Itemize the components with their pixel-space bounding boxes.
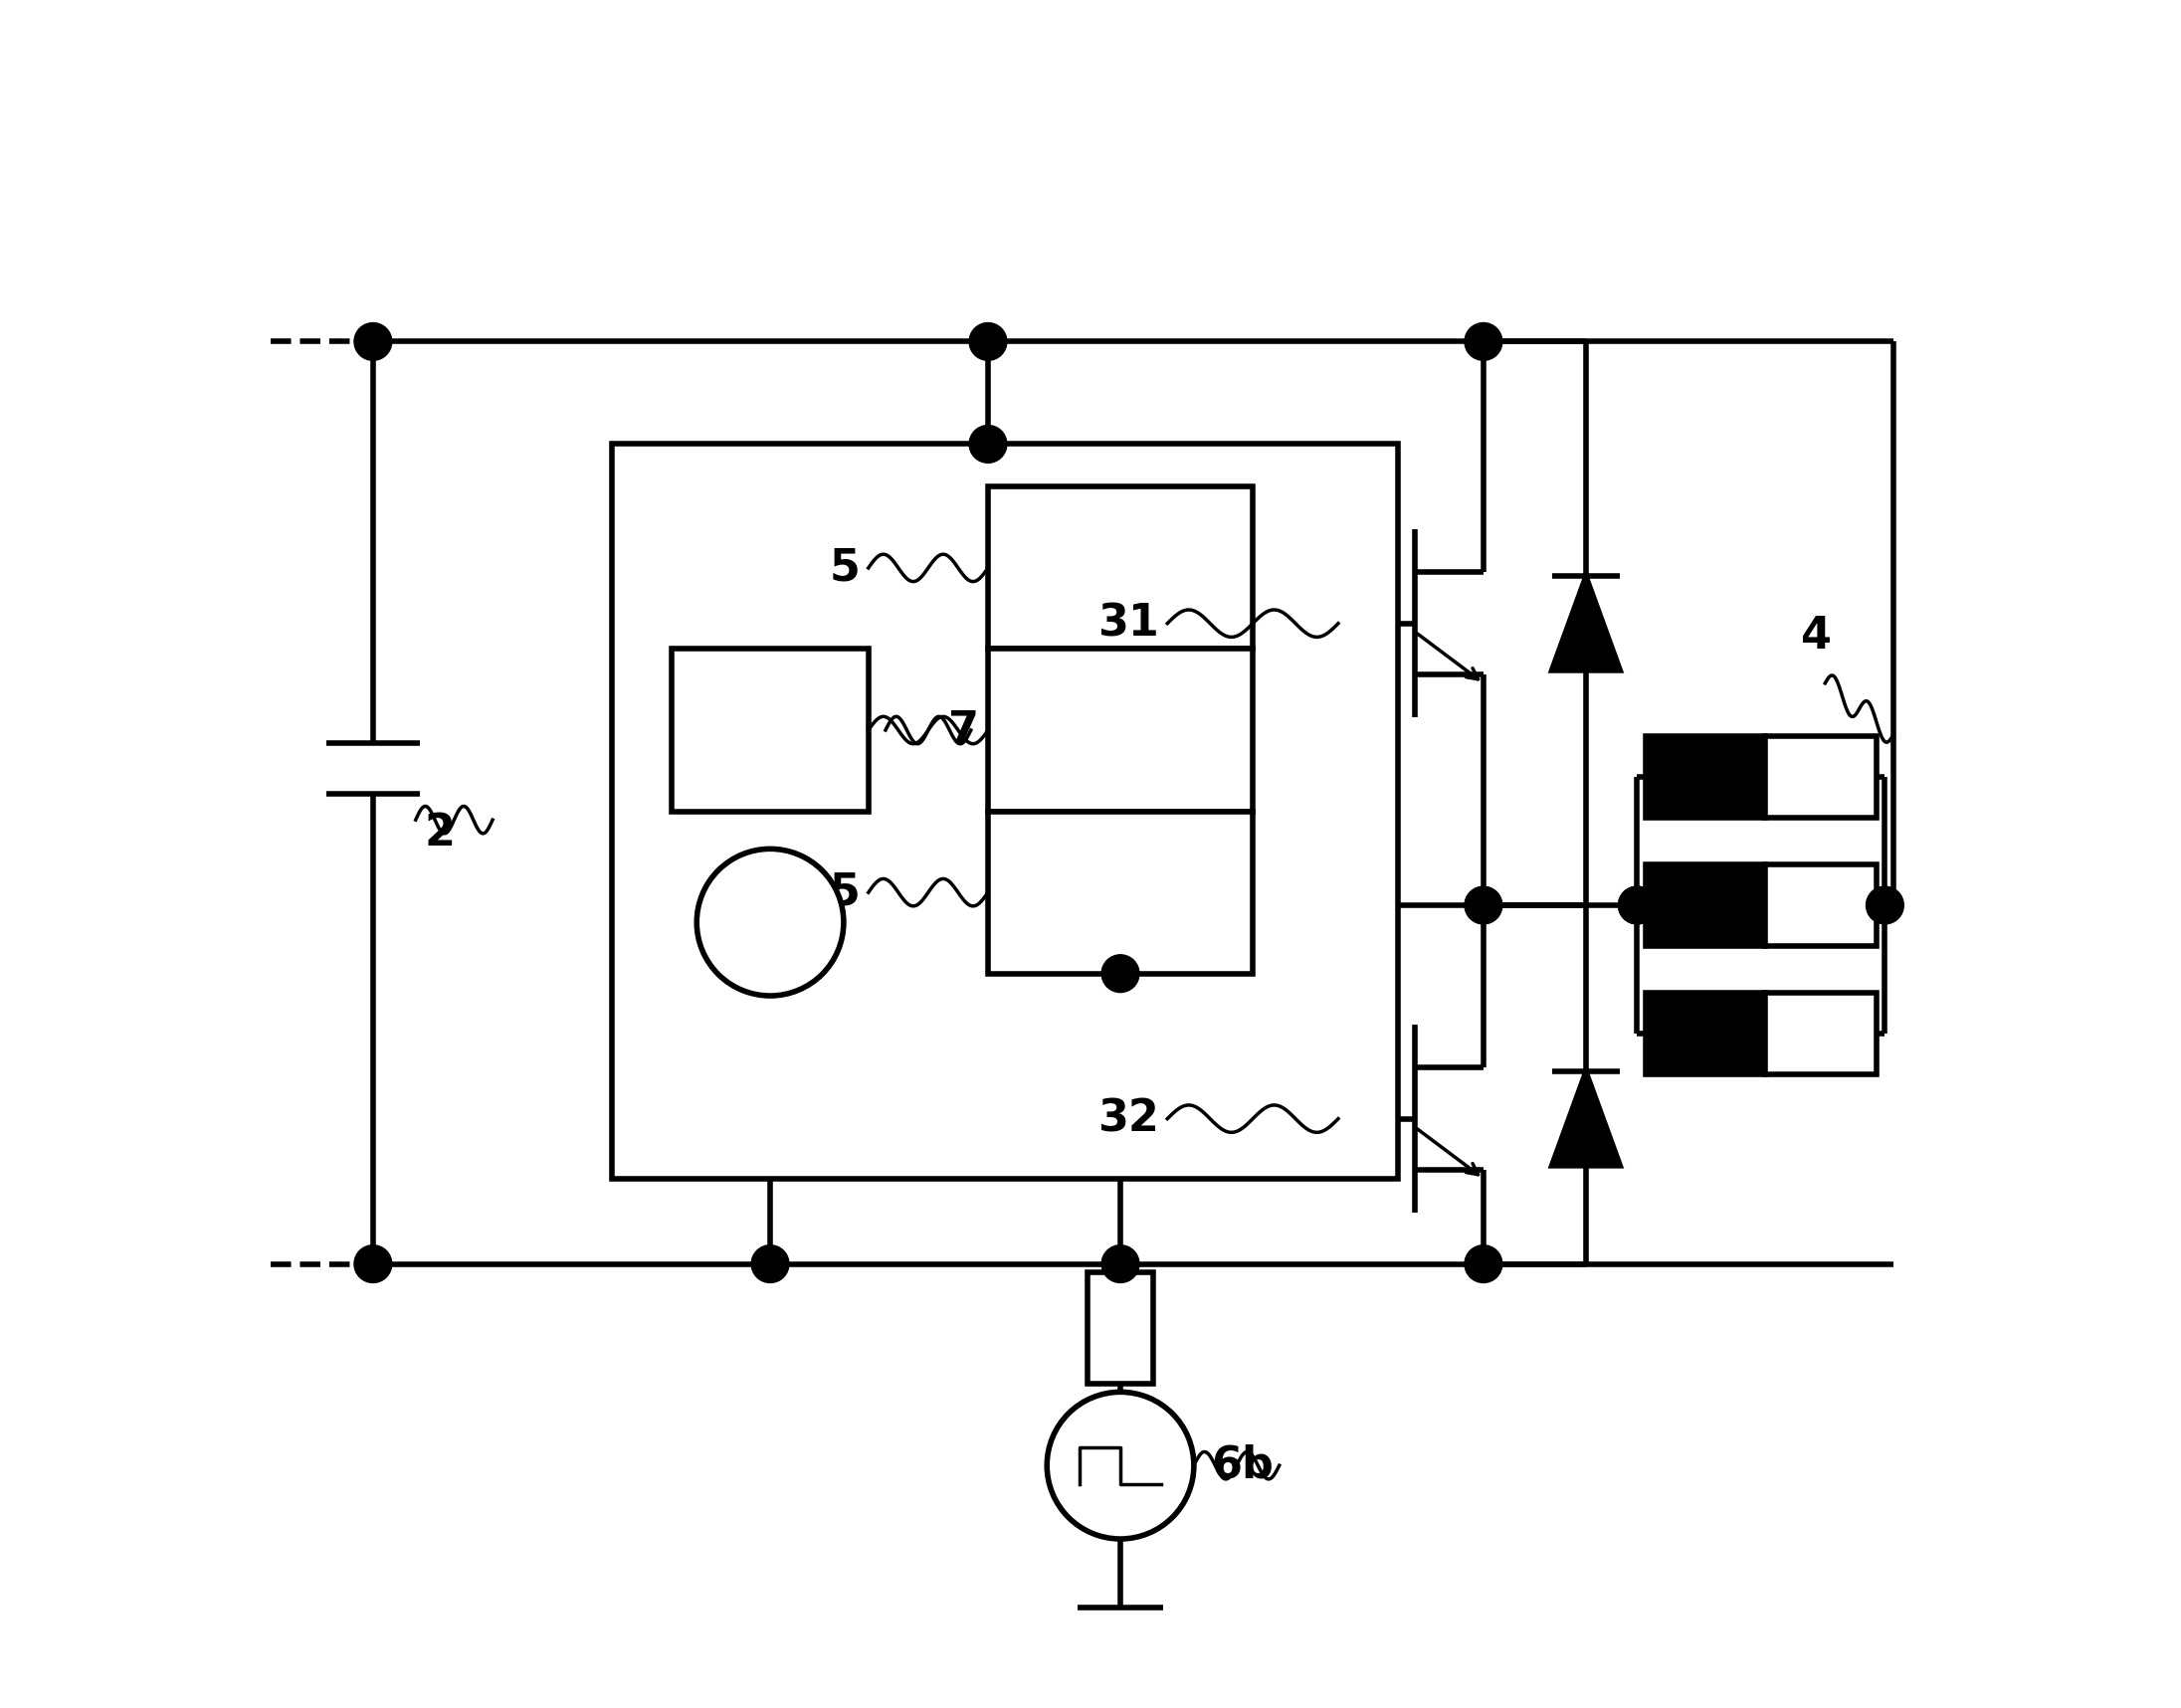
Text: 5: 5 (829, 709, 859, 752)
Text: 5: 5 (829, 871, 859, 914)
Circle shape (1618, 886, 1655, 924)
Circle shape (968, 323, 1008, 360)
Text: 5: 5 (829, 547, 859, 589)
Bar (1647, 736, 1764, 818)
Polygon shape (1551, 577, 1620, 671)
Text: 31: 31 (1097, 601, 1158, 646)
Circle shape (968, 425, 1008, 463)
Bar (988, 811, 1252, 974)
Bar (988, 649, 1252, 811)
Circle shape (696, 849, 844, 996)
Circle shape (752, 1245, 790, 1283)
Circle shape (353, 323, 393, 360)
Polygon shape (1551, 1073, 1620, 1167)
Bar (1088, 1272, 1154, 1383)
Circle shape (353, 1245, 393, 1283)
Circle shape (1867, 886, 1904, 924)
Text: 6b: 6b (1210, 1443, 1274, 1488)
Circle shape (1101, 1245, 1138, 1283)
Text: 2: 2 (425, 811, 456, 854)
Circle shape (1047, 1392, 1193, 1539)
Bar (672, 649, 868, 811)
Text: 7: 7 (949, 709, 979, 752)
Circle shape (1618, 886, 1655, 924)
Bar (1764, 992, 1876, 1074)
Bar (1764, 736, 1876, 818)
Bar (988, 487, 1252, 649)
Bar (1647, 864, 1764, 946)
Circle shape (1466, 1245, 1503, 1283)
Circle shape (1466, 323, 1503, 360)
Circle shape (1101, 955, 1138, 992)
Bar (1647, 992, 1764, 1074)
Text: 4: 4 (1802, 615, 1832, 658)
Bar (613, 444, 1398, 1179)
Circle shape (1466, 886, 1503, 924)
Text: 32: 32 (1097, 1097, 1158, 1141)
Bar (1764, 864, 1876, 946)
